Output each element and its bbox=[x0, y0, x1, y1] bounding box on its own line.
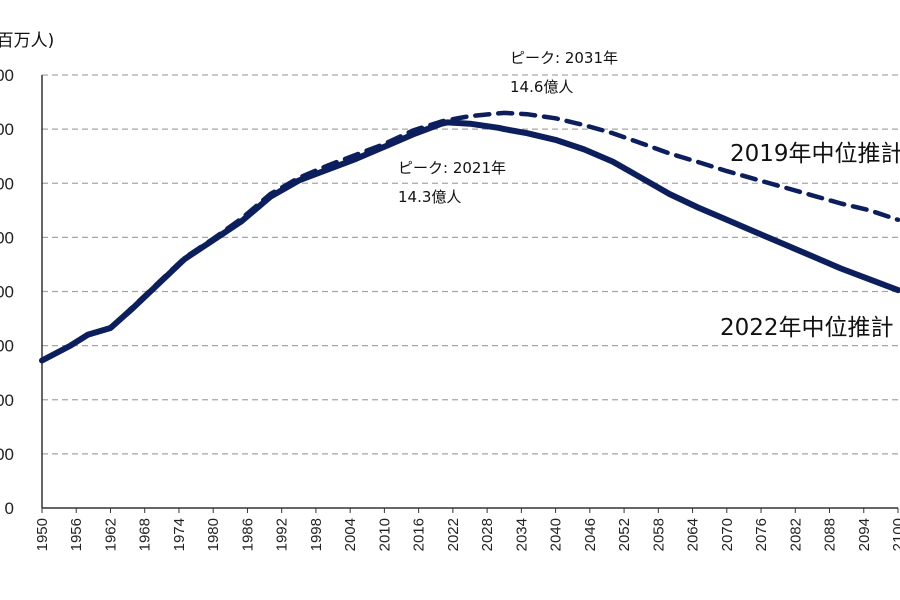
x-tick-label: 2034 bbox=[513, 518, 530, 551]
x-tick-label: 1974 bbox=[171, 518, 188, 551]
y-axis-unit-label: (百万人) bbox=[0, 31, 54, 51]
peak-annotation-2019-line2: 14.6億人 bbox=[510, 78, 573, 96]
y-tick-label: 400 bbox=[0, 391, 14, 410]
peak-annotation-2019-line1: ピーク: 2031年 bbox=[510, 49, 618, 67]
x-tick-label: 2028 bbox=[479, 518, 496, 551]
peak-annotation-2022-line2: 14.3億人 bbox=[398, 188, 461, 206]
x-tick-label: 2082 bbox=[787, 518, 804, 551]
y-tick-label: 1200 bbox=[0, 174, 14, 193]
y-tick-label: 800 bbox=[0, 283, 14, 302]
y-tick-label: 200 bbox=[0, 445, 14, 464]
y-tick-label: 600 bbox=[0, 337, 14, 356]
x-tick-label: 2010 bbox=[376, 518, 393, 551]
x-tick-label: 1956 bbox=[68, 518, 85, 551]
x-tick-label: 1998 bbox=[308, 518, 325, 551]
gridlines bbox=[42, 74, 898, 455]
series-label-2019: 2019年中位推計 bbox=[730, 141, 900, 167]
peak-annotation-2022-line1: ピーク: 2021年 bbox=[398, 159, 506, 177]
x-tick-label: 2052 bbox=[616, 518, 633, 551]
x-tick-label: 1950 bbox=[34, 518, 51, 551]
x-tick-label: 1968 bbox=[137, 518, 154, 551]
x-tick-label: 2088 bbox=[822, 518, 839, 551]
x-tick-label: 2016 bbox=[411, 518, 428, 551]
x-tick-label: 2040 bbox=[548, 518, 565, 551]
x-tick-label: 2058 bbox=[650, 518, 667, 551]
x-tick-label: 2004 bbox=[342, 518, 359, 551]
x-tick-label: 2100 bbox=[890, 518, 900, 551]
y-tick-label: 1600 bbox=[0, 66, 14, 85]
x-tick-label: 2046 bbox=[582, 518, 599, 551]
series-lines bbox=[39, 110, 900, 364]
y-tick-label: 1400 bbox=[0, 120, 14, 139]
x-tick-label: 2070 bbox=[719, 518, 736, 551]
series-line-2022-projection bbox=[39, 119, 900, 364]
y-tick-label: 0 bbox=[5, 499, 14, 518]
y-tick-label: 1000 bbox=[0, 228, 14, 247]
x-tick-label: 2064 bbox=[685, 518, 702, 551]
series-label-2022: 2022年中位推計 bbox=[720, 315, 894, 341]
x-tick-label: 1992 bbox=[274, 518, 291, 551]
x-tick-label: 1962 bbox=[102, 518, 119, 551]
x-tick-label: 1980 bbox=[205, 518, 222, 551]
x-tick-label: 2022 bbox=[445, 518, 462, 551]
x-tick-label: 2094 bbox=[856, 518, 873, 551]
axis-ticks: 0 200 400 600 800 1000 1200 1400 1600 1950 1956 196… bbox=[0, 66, 900, 551]
x-tick-label: 1986 bbox=[239, 518, 256, 551]
x-tick-label: 2076 bbox=[753, 518, 770, 551]
